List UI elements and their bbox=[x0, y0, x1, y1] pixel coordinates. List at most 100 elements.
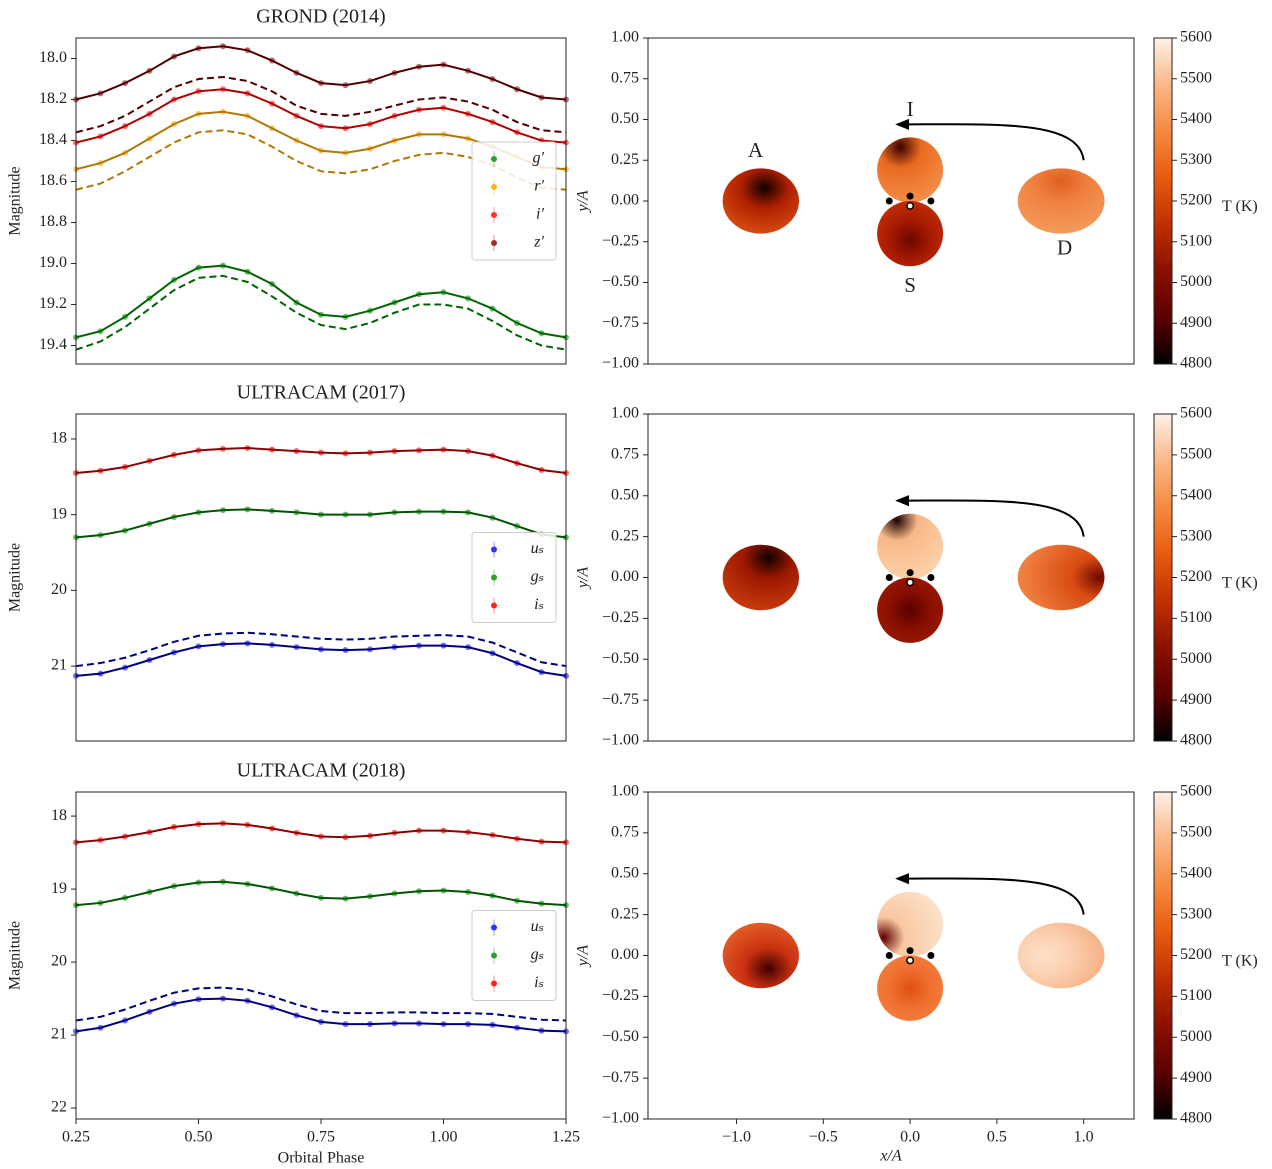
y-axis-label: y/A bbox=[575, 190, 592, 214]
colorbar-tick-label: 4900 bbox=[1180, 1069, 1212, 1086]
y-tick-label: −1.00 bbox=[602, 732, 639, 749]
colorbar-tick-label: 4800 bbox=[1180, 1110, 1212, 1127]
legend-marker bbox=[491, 602, 497, 609]
y-tick-label: 21 bbox=[51, 657, 67, 674]
colorbar-tick-label: 5300 bbox=[1180, 527, 1212, 544]
y-tick-label: −1.00 bbox=[602, 1110, 639, 1127]
colorbar-tick-label: 5300 bbox=[1180, 151, 1212, 168]
colorbar-label: T (K) bbox=[1222, 198, 1258, 215]
y-tick-label: 1.00 bbox=[611, 405, 639, 422]
lagrange-point bbox=[885, 952, 893, 959]
y-tick-label: 19.4 bbox=[39, 336, 67, 353]
model-line bbox=[75, 642, 567, 677]
colorbar-tick-label: 5200 bbox=[1180, 192, 1212, 209]
star-surface bbox=[722, 168, 800, 234]
model-line bbox=[75, 264, 567, 339]
legend-label: z′ bbox=[533, 234, 544, 251]
model-line bbox=[75, 447, 567, 475]
star-surface bbox=[877, 201, 944, 267]
colorbar-tick-label: 5500 bbox=[1180, 69, 1212, 86]
star-surface bbox=[877, 955, 944, 1021]
lagrange-point bbox=[906, 192, 914, 200]
x-tick-label: 0.5 bbox=[987, 1129, 1007, 1146]
legend-label: iₛ bbox=[534, 596, 544, 613]
plot-frame bbox=[647, 37, 1135, 365]
y-tick-label: 19.0 bbox=[39, 254, 67, 271]
colorbar bbox=[1153, 37, 1173, 365]
y-axis-label: y/A bbox=[575, 945, 592, 969]
star-surface bbox=[877, 513, 944, 580]
y-axis-label: y/A bbox=[575, 567, 592, 591]
legend-marker bbox=[491, 924, 497, 931]
model-line bbox=[75, 508, 567, 539]
plot-frame bbox=[647, 413, 1135, 742]
colorbar-tick-label: 5000 bbox=[1180, 1028, 1212, 1045]
y-tick-label: 0.50 bbox=[611, 864, 639, 881]
model-line bbox=[75, 45, 567, 101]
y-tick-label: 22 bbox=[51, 1099, 67, 1116]
y-tick-label: −0.75 bbox=[602, 691, 639, 708]
center-of-mass bbox=[906, 578, 915, 587]
legend-label: r′ bbox=[534, 178, 544, 195]
model-line bbox=[75, 88, 567, 144]
y-tick-label: 18.0 bbox=[39, 49, 67, 66]
x-tick-label: 0.25 bbox=[62, 1129, 90, 1146]
lagrange-point bbox=[906, 947, 914, 955]
star-surface bbox=[722, 544, 800, 611]
y-tick-label: 20 bbox=[51, 953, 67, 970]
plot-frame bbox=[75, 791, 567, 1120]
legend-label: uₛ bbox=[531, 540, 544, 557]
legend-marker bbox=[491, 212, 497, 218]
colorbar-tick-label: 5000 bbox=[1180, 650, 1212, 667]
legend-marker bbox=[491, 156, 497, 162]
colorbar-label: T (K) bbox=[1222, 575, 1258, 592]
y-tick-label: 21 bbox=[51, 1026, 67, 1043]
y-tick-label: −0.25 bbox=[602, 609, 639, 626]
legend-box bbox=[471, 910, 557, 1001]
y-tick-label: 0.00 bbox=[611, 946, 639, 963]
y-tick-label: 18.4 bbox=[39, 131, 67, 148]
y-tick-label: 0.50 bbox=[611, 110, 639, 127]
legend-label: uₛ bbox=[531, 918, 544, 935]
legend-label: g′ bbox=[533, 150, 545, 167]
lagrange-point bbox=[885, 574, 893, 581]
y-tick-label: 20 bbox=[51, 581, 67, 598]
colorbar-tick-label: 4900 bbox=[1180, 314, 1212, 331]
lagrange-point bbox=[906, 569, 914, 577]
y-tick-label: 19 bbox=[51, 880, 67, 897]
star-surface bbox=[1017, 168, 1105, 234]
y-axis-label: Magnitude bbox=[7, 543, 24, 612]
x-axis-label: Orbital Phase bbox=[278, 1150, 365, 1167]
y-tick-label: 0.00 bbox=[611, 568, 639, 585]
colorbar-tick-label: 5000 bbox=[1180, 273, 1212, 290]
colorbar-tick-label: 5400 bbox=[1180, 110, 1212, 127]
annotation: I bbox=[907, 97, 914, 121]
y-tick-label: 18.2 bbox=[39, 90, 67, 107]
colorbar-tick-label: 5600 bbox=[1180, 29, 1212, 46]
colorbar bbox=[1153, 413, 1173, 742]
y-tick-label: −0.50 bbox=[602, 1028, 639, 1045]
y-tick-label: 18 bbox=[51, 807, 67, 824]
colorbar-tick-label: 5100 bbox=[1180, 232, 1212, 249]
legend-marker bbox=[491, 240, 497, 246]
y-tick-label: 0.50 bbox=[611, 486, 639, 503]
y-tick-label: −0.75 bbox=[602, 314, 639, 331]
star-surface bbox=[722, 922, 800, 989]
legend-marker bbox=[491, 546, 497, 553]
star-surface bbox=[1017, 544, 1105, 611]
flow-arrow bbox=[895, 495, 1085, 537]
colorbar-tick-label: 5600 bbox=[1180, 783, 1212, 800]
model-line bbox=[75, 822, 567, 844]
center-of-mass bbox=[906, 956, 915, 965]
y-tick-label: 0.25 bbox=[611, 527, 639, 544]
y-tick-label: 18 bbox=[51, 430, 67, 447]
y-tick-label: −0.25 bbox=[602, 987, 639, 1004]
colorbar-tick-label: 5200 bbox=[1180, 946, 1212, 963]
legend-box bbox=[471, 532, 557, 623]
model-dashed bbox=[75, 631, 567, 668]
panel-title: GROND (2014) bbox=[256, 6, 385, 28]
y-tick-label: 0.25 bbox=[611, 151, 639, 168]
model-dashed bbox=[75, 75, 567, 134]
flow-arrow bbox=[895, 873, 1085, 915]
